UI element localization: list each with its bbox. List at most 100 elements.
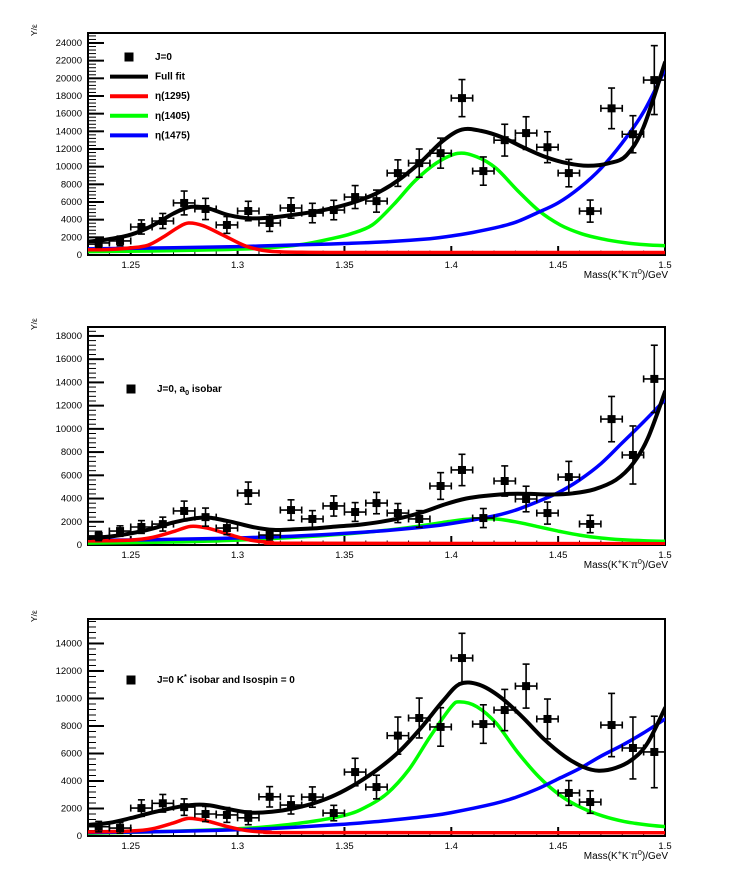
x-axis: 1.25 1.3 1.35 1.4 1.45 1.5 <box>87 827 672 852</box>
legend: J=0, a0 isobar <box>126 384 222 397</box>
y-tick-label: 16000 <box>56 108 82 119</box>
square-marker <box>628 743 637 752</box>
data-point <box>407 148 431 179</box>
square-marker <box>94 238 103 247</box>
square-marker <box>479 514 488 523</box>
data-point <box>322 804 346 822</box>
data-point <box>343 184 367 210</box>
y-tick-label: 20000 <box>56 73 82 84</box>
square-marker <box>457 94 466 103</box>
axes <box>87 32 666 256</box>
square-marker <box>522 495 531 504</box>
square-marker <box>222 220 231 229</box>
curve-eta(1405) <box>88 700 665 835</box>
square-marker <box>222 810 231 819</box>
data-point <box>493 688 517 732</box>
plot-frame <box>87 32 666 256</box>
square-marker <box>329 501 338 510</box>
data-point <box>322 199 346 221</box>
square-marker <box>137 222 146 231</box>
square-marker <box>586 519 595 528</box>
square-marker <box>329 206 338 215</box>
data-point <box>471 156 495 187</box>
data-point <box>236 810 260 826</box>
data-point <box>386 716 410 755</box>
square-marker <box>500 477 509 486</box>
data-point <box>343 757 367 787</box>
y-tick-label: 12000 <box>56 400 82 411</box>
square-marker <box>372 783 381 792</box>
curve-eta(1295) <box>88 524 665 545</box>
data-point <box>300 202 324 224</box>
y-axis-title: Y/ε <box>29 610 39 622</box>
data-point <box>621 114 645 154</box>
data-point <box>108 821 132 835</box>
x-axis-title: Mass(K+K-π0)/GeV <box>584 848 669 862</box>
square-marker <box>201 809 210 818</box>
square-marker <box>329 809 338 818</box>
data-point <box>450 453 474 487</box>
x-tick-label: 1.35 <box>335 550 354 561</box>
y-tick-label: 12000 <box>56 665 82 676</box>
data-point <box>514 115 538 151</box>
square-marker <box>479 720 488 729</box>
square-marker <box>308 514 317 523</box>
x-tick-label: 1.4 <box>445 841 458 852</box>
square-marker <box>586 798 595 807</box>
legend-label: J=0 <box>155 52 172 63</box>
y-tick-label: 8000 <box>61 447 82 458</box>
square-marker <box>650 76 659 85</box>
square-marker <box>522 129 531 138</box>
legend: J=0 K* isobar and Isospin = 0 <box>126 672 295 686</box>
y-tick-label: 4000 <box>61 493 82 504</box>
x-tick-label: 1.25 <box>121 550 140 561</box>
square-marker <box>287 801 296 810</box>
y-tick-label: 4000 <box>61 214 82 225</box>
data-point <box>386 159 410 188</box>
y-tick-label: 2000 <box>61 232 82 243</box>
x-tick-label: 1.25 <box>121 841 140 852</box>
y-tick-label: 18000 <box>56 330 82 341</box>
x-tick-label: 1.35 <box>335 841 354 852</box>
data-point <box>514 663 538 709</box>
square-marker <box>158 799 167 808</box>
data-point <box>215 520 239 536</box>
data-point <box>578 514 602 534</box>
data-point <box>471 704 495 745</box>
data-point <box>429 471 453 501</box>
y-tick-label: 14000 <box>56 126 82 137</box>
x-tick-label: 1.45 <box>549 260 568 271</box>
fit-curves <box>88 389 665 545</box>
square-marker <box>265 792 274 801</box>
square-marker <box>94 531 103 540</box>
square-marker <box>479 167 488 176</box>
square-marker <box>543 714 552 723</box>
fit-curves <box>88 680 665 835</box>
y-axis: 0 2000 4000 6000 8000 10000 12000 14000 16000 180… <box>56 330 104 551</box>
square-marker <box>94 822 103 831</box>
data-points <box>88 44 665 249</box>
square-marker <box>180 198 189 207</box>
square-marker <box>415 714 424 723</box>
square-marker <box>393 169 402 178</box>
square-marker <box>564 788 573 797</box>
data-point <box>108 235 132 247</box>
curve-eta(1405) <box>88 151 665 254</box>
square-marker <box>308 209 317 218</box>
chart-panel-top-j0: 0 2000 4000 6000 8000 10000 12000 14000 16000 180… <box>29 24 672 281</box>
data-point <box>108 525 132 538</box>
y-tick-label: 12000 <box>56 143 82 154</box>
square-marker <box>287 506 296 515</box>
curve-eta(1295) <box>88 221 665 255</box>
legend-label: η(1475) <box>155 130 190 141</box>
data-point <box>535 130 559 164</box>
y-tick-label: 0 <box>77 831 82 842</box>
legend-label: J=0 K* isobar and Isospin = 0 <box>157 672 295 686</box>
y-tick-label: 6000 <box>61 470 82 481</box>
square-marker <box>180 506 189 515</box>
y-axis-title: Y/ε <box>29 318 39 330</box>
data-point <box>642 715 665 789</box>
square-marker <box>415 514 424 523</box>
square-marker <box>436 149 445 158</box>
